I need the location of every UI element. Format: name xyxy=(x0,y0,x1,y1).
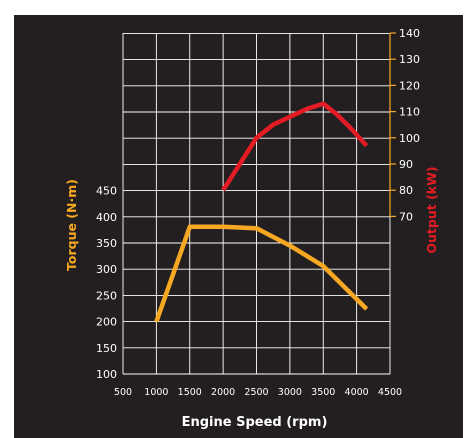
y-axis-left-tick-label: 450 xyxy=(96,185,117,198)
y-axis-right-tick-label: 80 xyxy=(399,184,413,197)
x-axis-tick-label: 3000 xyxy=(278,387,302,398)
x-axis-tick-label: 3500 xyxy=(311,387,335,398)
engine-performance-chart: 100 150 200 250 300 350 400 450 70 80 90 100 110 120 1… xyxy=(64,27,439,430)
y-axis-right-label: Output (kW) xyxy=(424,166,439,253)
y-axis-right-tick-label: 110 xyxy=(399,106,420,119)
x-axis-tick-label: 2500 xyxy=(244,387,268,398)
y-axis-right-tick-label: 140 xyxy=(399,27,420,40)
y-axis-left-label: Torque (N·m) xyxy=(64,179,79,271)
output-series-line xyxy=(221,101,369,192)
x-axis-tick-label: 4500 xyxy=(378,387,402,398)
x-axis-label: Engine Speed (rpm) xyxy=(182,415,328,430)
y-axis-left-tick-label: 100 xyxy=(96,368,117,381)
x-axis-tick-label: 2000 xyxy=(211,387,235,398)
y-axis-right-tick-label: 70 xyxy=(399,210,413,223)
y-axis-right-tick-label: 90 xyxy=(399,158,413,171)
y-axis-left-tick-label: 150 xyxy=(96,342,117,355)
y-axis-right-tick-label: 120 xyxy=(399,79,420,92)
y-axis-left-tick-label: 300 xyxy=(96,263,117,276)
y-axis-right-tick-label: 130 xyxy=(399,53,420,66)
x-axis-tick-label: 500 xyxy=(114,387,132,398)
torque-series-line xyxy=(154,224,369,323)
x-axis-tick-label: 1500 xyxy=(178,387,202,398)
y-axis-left-tick-label: 200 xyxy=(96,316,117,329)
y-axis-left-tick-label: 350 xyxy=(96,237,117,250)
y-axis-left-tick-label: 400 xyxy=(96,211,117,224)
chart-panel: 100 150 200 250 300 350 400 450 70 80 90 100 110 120 1… xyxy=(14,15,463,438)
x-axis-tick-label: 1000 xyxy=(144,387,168,398)
y-axis-right-tick-label: 100 xyxy=(399,132,420,145)
x-axis-tick-label: 4000 xyxy=(345,387,369,398)
y-axis-left-tick-label: 250 xyxy=(96,289,117,302)
